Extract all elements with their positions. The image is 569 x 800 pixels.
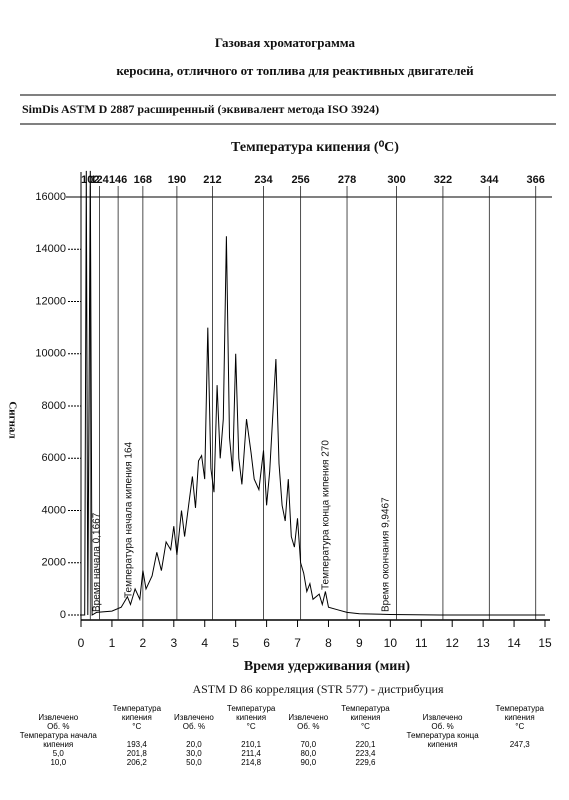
- cell: Об. %: [297, 722, 320, 731]
- x2-label: Температура кипения (⁰С): [231, 140, 399, 155]
- cell: Извлечено: [288, 713, 329, 722]
- cell: Об. %: [431, 722, 454, 731]
- annotation: Время окончания 9,9467: [381, 497, 392, 612]
- x2-tick-label: 212: [203, 174, 221, 186]
- title: Газовая хроматограмма: [215, 35, 356, 50]
- y-tick-label: 8000: [42, 400, 66, 412]
- y-tick-label: 4000: [42, 504, 66, 516]
- x-tick-label: 4: [201, 636, 208, 650]
- x-tick-label: 14: [507, 636, 521, 650]
- x-tick-label: 15: [538, 636, 552, 650]
- y-label: Сигнал: [6, 401, 18, 438]
- method: SimDis ASTM D 2887 расширенный (эквивале…: [22, 102, 379, 116]
- x2-tick-label: 190: [168, 174, 186, 186]
- cell: Температура кипения: [341, 704, 390, 722]
- cell: [484, 749, 555, 758]
- cell: 5,0: [52, 749, 64, 758]
- x-tick-label: 13: [476, 636, 490, 650]
- results-table: Извлечено Температура кипения Извлечено Тем…: [15, 704, 555, 767]
- cell: 247,3: [509, 740, 530, 749]
- cell: °С: [246, 722, 256, 731]
- cell: 211,4: [241, 749, 261, 758]
- x2-tick-label: 234: [254, 174, 273, 186]
- cell: °С: [515, 722, 525, 731]
- cell: Извлечено: [422, 713, 463, 722]
- cell: 206,2: [126, 758, 147, 767]
- cell: 193,4: [126, 740, 147, 749]
- x-tick-label: 10: [384, 636, 398, 650]
- cell: Об. %: [47, 722, 70, 731]
- x-tick-label: 8: [325, 636, 332, 650]
- cell: Температура начала кипения: [19, 731, 97, 749]
- cell: 20,0: [186, 740, 202, 749]
- x-tick-label: 1: [109, 636, 116, 650]
- annotation: Время начала 0,1667: [92, 512, 103, 612]
- x-label: Время удерживания (мин): [244, 659, 410, 674]
- x2-tick-label: 366: [527, 174, 545, 186]
- cell: Температура кипения: [226, 704, 276, 722]
- x-tick-label: 6: [263, 636, 270, 650]
- cell: 214,8: [241, 758, 262, 767]
- x2-tick-label: 124: [90, 174, 109, 186]
- cell: °С: [132, 722, 142, 731]
- y-tick-label: 0: [60, 609, 66, 621]
- x-tick-label: 11: [415, 636, 428, 650]
- cell: 30,0: [186, 749, 202, 758]
- cell: Извлечено: [38, 713, 79, 722]
- cell: 90,0: [300, 758, 317, 767]
- annotation: Температура начала кипения 164: [124, 441, 135, 598]
- cell: 201,8: [126, 749, 147, 758]
- x2-tick-label: 344: [480, 174, 499, 186]
- x-tick-label: 12: [446, 636, 460, 650]
- table-title: ASTM D 86 корреляция (STR 577) - дистриб…: [192, 682, 444, 696]
- cell: 80,0: [300, 749, 317, 758]
- cell: Температура кипения: [495, 704, 544, 722]
- cell: [401, 758, 485, 767]
- y-tick-label: 16000: [35, 191, 66, 203]
- x2-tick-label: 168: [134, 174, 152, 186]
- cell: Извлечено: [174, 713, 214, 722]
- cell: 223,4: [355, 749, 376, 758]
- chromatogram-line: [81, 170, 545, 616]
- x-tick-label: 2: [140, 636, 147, 650]
- x-tick-label: 9: [356, 636, 363, 650]
- x2-tick-label: 300: [387, 174, 405, 186]
- cell: °С: [360, 722, 370, 731]
- cell: 210,1: [241, 740, 262, 749]
- cell: Температура конца кипения: [406, 731, 479, 749]
- cell: 10,0: [50, 758, 67, 767]
- subtitle: керосина, отличного от топлива для реакт…: [116, 63, 474, 78]
- x-tick-label: 3: [170, 636, 177, 650]
- x2-tick-label: 322: [434, 174, 452, 186]
- y-tick-label: 14000: [35, 243, 66, 255]
- y-tick-label: 12000: [35, 295, 66, 307]
- y-tick-label: 10000: [35, 348, 66, 360]
- cell: 229,6: [355, 758, 376, 767]
- x-tick-label: 0: [78, 636, 85, 650]
- x2-tick-label: 278: [338, 174, 356, 186]
- x2-tick-label: 146: [109, 174, 127, 186]
- y-tick-label: 6000: [42, 452, 66, 464]
- annotation: Температура конца кипения 270: [321, 440, 332, 590]
- x-tick-label: 5: [232, 636, 239, 650]
- cell: 220,1: [355, 740, 376, 749]
- cell: Температура кипения: [112, 704, 162, 722]
- cell: 50,0: [186, 758, 202, 767]
- y-tick-label: 2000: [42, 557, 66, 569]
- cell: 70,0: [300, 740, 317, 749]
- cell: [401, 749, 485, 758]
- x-tick-label: 7: [294, 636, 301, 650]
- cell: [484, 758, 555, 767]
- x2-tick-label: 256: [291, 174, 309, 186]
- cell: Об. %: [182, 722, 206, 731]
